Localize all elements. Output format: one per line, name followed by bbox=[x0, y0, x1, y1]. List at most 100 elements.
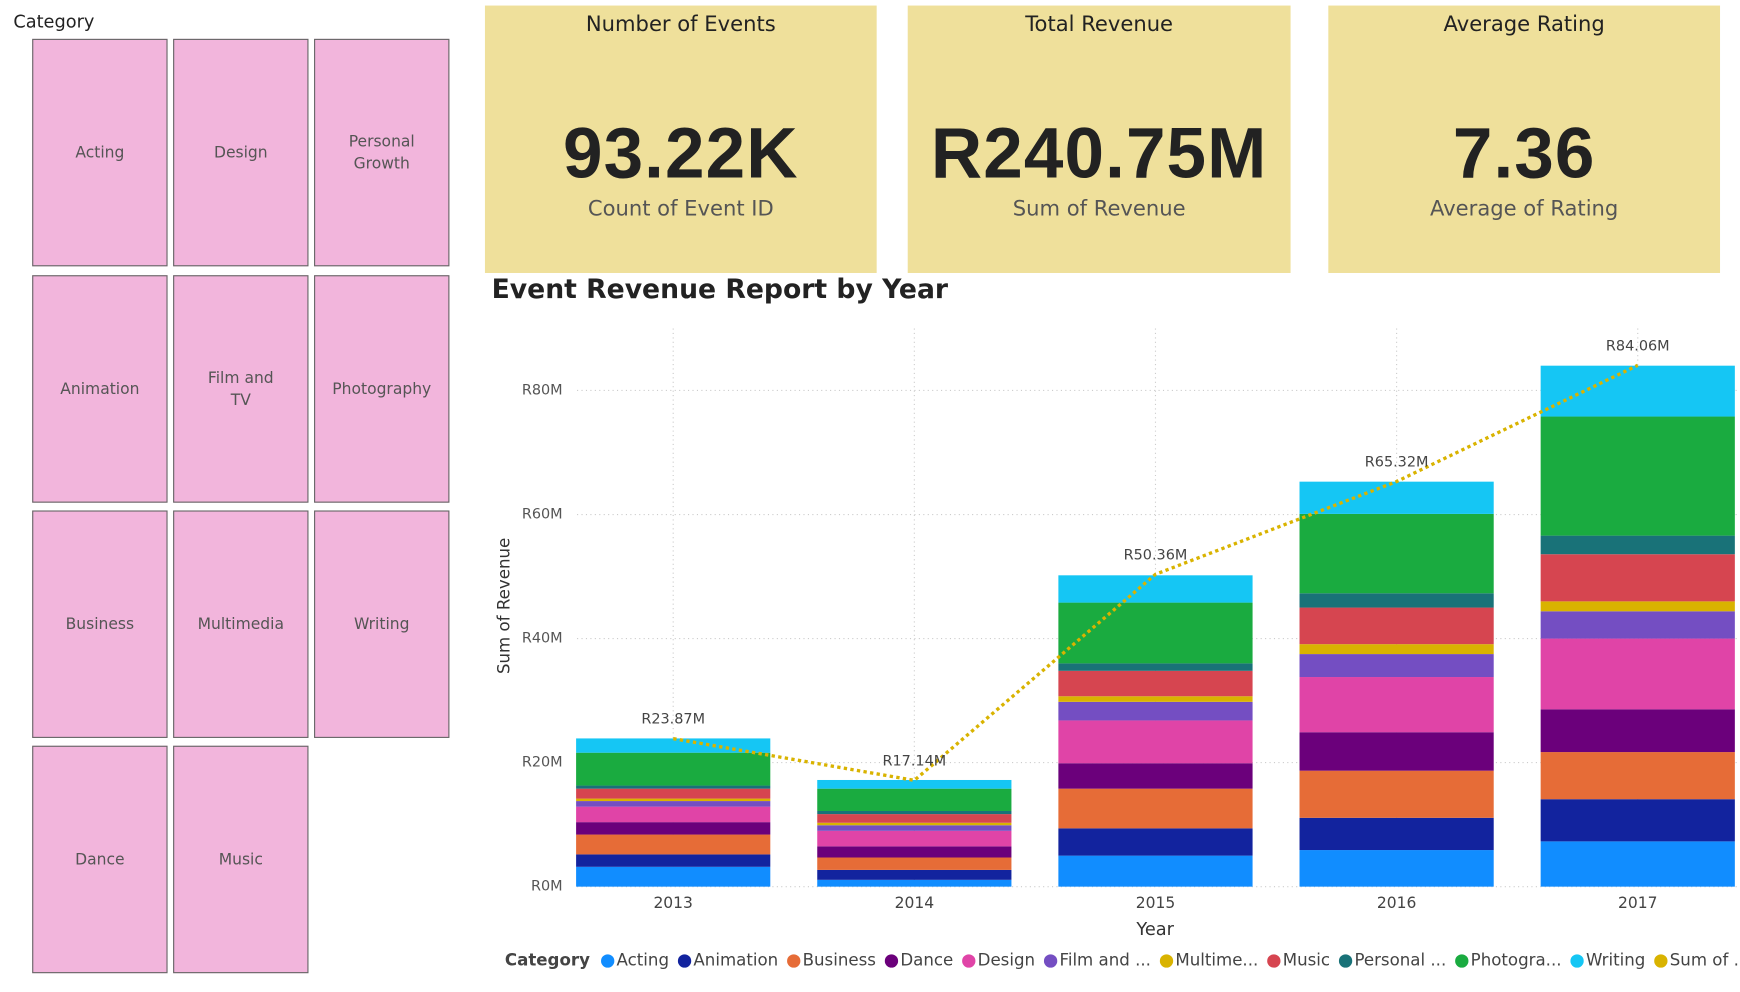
bar-segment bbox=[576, 854, 771, 867]
slicer-tile[interactable]: Personal Growth bbox=[314, 38, 450, 267]
bar-segment bbox=[817, 830, 1012, 847]
x-axis-label: Year bbox=[1135, 920, 1174, 940]
legend-marker bbox=[1654, 954, 1668, 968]
legend-label: Dance bbox=[900, 951, 953, 970]
slicer-tile[interactable]: Design bbox=[173, 38, 309, 267]
y-tick-label: R0M bbox=[531, 879, 563, 895]
x-tick-label: 2017 bbox=[1618, 894, 1658, 912]
kpi-card: Number of Events 93.22K Count of Event ID bbox=[484, 5, 877, 273]
bar-segment bbox=[1299, 817, 1494, 851]
data-label: R84.06M bbox=[1606, 338, 1670, 354]
card-value: 93.22K bbox=[562, 113, 799, 194]
slicer-tile[interactable]: Business bbox=[32, 510, 168, 738]
bar-segment bbox=[576, 866, 771, 887]
legend-marker bbox=[884, 954, 899, 968]
legend-label: Multime... bbox=[1175, 951, 1258, 970]
bar-segment bbox=[817, 788, 1012, 811]
data-label: R65.32M bbox=[1365, 455, 1429, 471]
legend-marker bbox=[1338, 954, 1353, 968]
slicer-tile[interactable]: Film and TV bbox=[173, 275, 309, 503]
bar-segment bbox=[1058, 663, 1253, 671]
bar-segment bbox=[1058, 670, 1253, 697]
legend-label: Photogra... bbox=[1471, 951, 1562, 970]
y-tick-label: R80M bbox=[522, 382, 563, 398]
bar-segment bbox=[1540, 535, 1735, 555]
slicer-tile[interactable]: Photography bbox=[314, 275, 450, 503]
slicer-tile[interactable]: Writing bbox=[314, 510, 450, 738]
bar-segment bbox=[817, 822, 1012, 826]
slicer-tile[interactable]: Acting bbox=[32, 38, 168, 267]
bar-segment bbox=[1299, 850, 1494, 887]
bar-segment bbox=[576, 788, 771, 799]
legend-label: Business bbox=[803, 951, 876, 970]
bar-segment bbox=[576, 738, 771, 753]
bar-segment bbox=[1299, 481, 1494, 514]
x-tick-label: 2016 bbox=[1377, 894, 1417, 912]
y-axis-label: Sum of Revenue bbox=[494, 538, 513, 674]
bar-segment bbox=[817, 846, 1012, 858]
bar-segment bbox=[1058, 575, 1253, 603]
bar-segment bbox=[576, 822, 771, 835]
legend-marker bbox=[1267, 954, 1281, 968]
bar-segment bbox=[1540, 611, 1735, 639]
legend-marker bbox=[1570, 954, 1584, 968]
card-value: 7.36 bbox=[1452, 113, 1596, 194]
card-subtitle: Count of Event ID bbox=[587, 196, 774, 221]
bar-segment bbox=[1299, 654, 1494, 678]
bar-segment bbox=[1540, 709, 1735, 753]
bar-segment bbox=[1299, 732, 1494, 771]
bar-segment bbox=[817, 810, 1012, 815]
bar-segment bbox=[817, 869, 1012, 880]
bar-segment bbox=[576, 806, 771, 823]
bar-segment bbox=[1299, 677, 1494, 733]
slicer-title: Category bbox=[13, 11, 95, 33]
bar-segment bbox=[817, 825, 1012, 831]
bar-segment bbox=[1299, 513, 1494, 594]
bar-segment bbox=[1299, 770, 1494, 818]
bar-segment bbox=[1058, 720, 1253, 764]
legend-marker bbox=[677, 954, 692, 968]
card-title: Number of Events bbox=[585, 12, 776, 37]
card-title: Total Revenue bbox=[1025, 12, 1174, 37]
bar-segment bbox=[1058, 602, 1253, 664]
bar-segment bbox=[1299, 593, 1494, 608]
bar-segment bbox=[576, 752, 771, 786]
kpi-card: Average Rating 7.36 Average of Rating bbox=[1328, 5, 1721, 273]
y-tick-label: R40M bbox=[522, 631, 563, 647]
bar-segment bbox=[817, 779, 1012, 789]
legend-label: Design bbox=[978, 951, 1035, 970]
bar-segment bbox=[576, 801, 771, 807]
data-label: R50.36M bbox=[1124, 547, 1188, 563]
legend-label: Acting bbox=[617, 951, 669, 970]
bar-segment bbox=[1058, 701, 1253, 721]
slicer-tile[interactable]: Dance bbox=[32, 745, 168, 974]
slicer-tile[interactable]: Animation bbox=[32, 275, 168, 503]
legend-marker bbox=[787, 954, 801, 968]
bar-segment bbox=[1299, 607, 1494, 645]
bar-segment bbox=[1058, 763, 1253, 789]
legend-marker bbox=[601, 954, 615, 968]
bar-segment bbox=[1540, 416, 1735, 536]
bar-segment bbox=[1540, 365, 1735, 417]
legend-label: Music bbox=[1283, 951, 1330, 970]
bar-segment bbox=[1540, 601, 1735, 612]
legend-label: Personal ... bbox=[1354, 951, 1446, 970]
chart-title: Event Revenue Report by Year bbox=[492, 274, 949, 305]
bar-segment bbox=[1058, 828, 1253, 856]
legend-marker bbox=[962, 954, 976, 968]
y-tick-label: R20M bbox=[522, 755, 563, 771]
x-tick-label: 2013 bbox=[653, 894, 693, 912]
bar-segment bbox=[1058, 696, 1253, 702]
legend-label: Sum of ... bbox=[1670, 951, 1740, 970]
bar-segment bbox=[576, 798, 771, 802]
slicer-tile[interactable]: Music bbox=[173, 745, 309, 974]
data-label: R23.87M bbox=[641, 712, 705, 728]
card-subtitle: Sum of Revenue bbox=[1012, 196, 1186, 221]
card-value: R240.75M bbox=[930, 113, 1268, 194]
legend-title: Category bbox=[505, 951, 590, 970]
slicer-tile[interactable]: Multimedia bbox=[173, 510, 309, 738]
line bbox=[672, 363, 1639, 783]
